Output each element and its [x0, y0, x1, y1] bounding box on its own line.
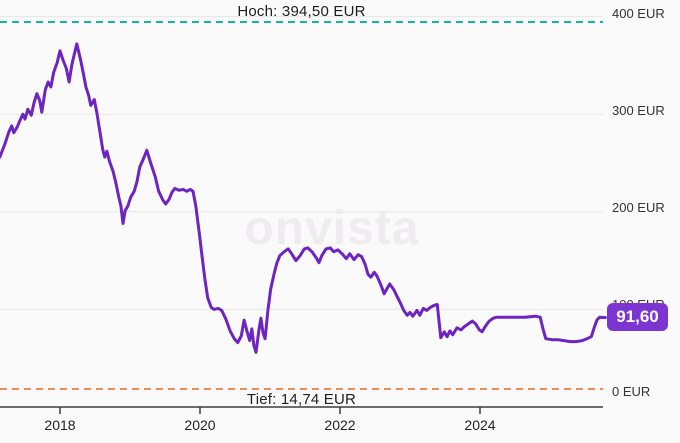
x-axis-label: 2020: [184, 417, 216, 433]
y-axis-label: 0 EUR: [612, 384, 651, 399]
low-value-label: Tief: 14,74 EUR: [246, 391, 357, 408]
x-axis-label: 2022: [324, 417, 356, 433]
price-line: [0, 42, 607, 354]
x-axis-label: 2018: [44, 417, 76, 433]
y-axis-label: 300 EUR: [612, 103, 665, 118]
y-axis-label: 200 EUR: [612, 200, 665, 215]
y-axis-label: 400 EUR: [612, 6, 665, 21]
current-price-badge: 91,60: [607, 303, 668, 331]
x-axis-label: 2024: [464, 417, 496, 433]
high-value-label: Hoch: 394,50 EUR: [237, 3, 366, 20]
onvista-watermark: onvista: [244, 202, 420, 255]
